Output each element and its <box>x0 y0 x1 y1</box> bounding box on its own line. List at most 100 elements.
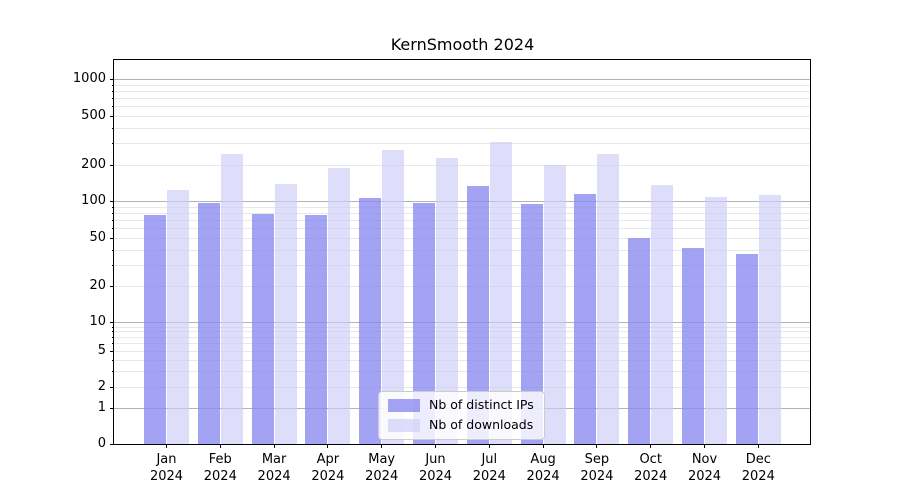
y-tick-label-2: 2 <box>97 379 106 395</box>
bar-nb-of-distinct-ips-aug-2024 <box>520 204 543 444</box>
x-tick-label-jan-2024: Jan 2024 <box>135 451 199 485</box>
x-tick-label-line: Jun <box>425 452 446 467</box>
y-tick-label-0: 0 <box>97 435 106 451</box>
bar-nb-of-downloads-aug-2024 <box>543 164 566 444</box>
y-tick-600 <box>112 106 114 108</box>
y-tick-label-200: 200 <box>81 157 106 172</box>
gridline-6 <box>114 343 810 345</box>
y-tick-800 <box>112 90 114 92</box>
x-tick-label-line: Jul <box>481 452 498 467</box>
y-tick-6 <box>112 343 114 345</box>
x-tick-oct-2024 <box>650 444 652 448</box>
x-tick-label-line: 2024 <box>311 469 345 484</box>
bar-nb-of-distinct-ips-oct-2024 <box>628 237 651 444</box>
x-tick-label-line: 2024 <box>418 469 453 484</box>
gridline-700 <box>114 98 810 99</box>
bar-nb-of-distinct-ips-feb-2024 <box>197 203 220 444</box>
y-tick-3 <box>112 371 114 373</box>
bar-nb-of-downloads-nov-2024 <box>705 197 727 444</box>
y-tick-1 <box>110 408 114 410</box>
x-tick-label-line: 2024 <box>741 469 775 484</box>
y-tick-0 <box>110 443 114 445</box>
x-tick-dec-2024 <box>757 444 759 448</box>
gridline-3 <box>114 371 810 373</box>
x-tick-label-line: Aug <box>530 452 556 467</box>
legend-label-distinct-ips: Nb of distinct IPs <box>429 397 534 412</box>
x-tick-label-line: 2024 <box>365 469 399 484</box>
y-tick-7 <box>112 336 114 338</box>
gridline-300 <box>114 143 810 145</box>
x-tick-label-line: Nov <box>691 452 718 467</box>
x-tick-jan-2024 <box>166 444 167 448</box>
x-tick-label-line: 2024 <box>149 469 184 484</box>
y-tick-label-5: 5 <box>97 342 106 358</box>
bar-nb-of-downloads-jul-2024 <box>489 141 512 444</box>
gridline-7 <box>114 336 810 338</box>
gridline-2 <box>114 387 810 389</box>
y-tick-9 <box>112 326 114 328</box>
y-tick-900 <box>112 84 114 86</box>
x-tick-sep-2024 <box>596 444 598 448</box>
bar-nb-of-distinct-ips-may-2024 <box>359 197 382 444</box>
y-tick-80 <box>112 213 114 214</box>
x-tick-label-line: Jan <box>156 452 177 467</box>
x-tick-label-oct-2024: Oct 2024 <box>619 451 683 485</box>
chart-title: KernSmooth 2024 <box>390 35 535 54</box>
y-tick-2 <box>110 387 114 389</box>
gridline-60 <box>114 228 810 230</box>
y-tick-70 <box>112 220 114 221</box>
y-tick-40 <box>112 249 114 251</box>
legend-label-downloads: Nb of downloads <box>429 417 534 432</box>
x-tick-label-may-2024: May 2024 <box>350 451 414 485</box>
legend-swatch-distinct-ips <box>388 398 420 412</box>
y-tick-200 <box>110 165 114 166</box>
y-tick-label-1000: 1000 <box>72 71 106 86</box>
x-tick-label-jul-2024: Jul 2024 <box>457 451 521 485</box>
bar-nb-of-distinct-ips-jan-2024 <box>144 215 166 444</box>
y-tick-50 <box>110 237 114 239</box>
gridline-5 <box>114 350 810 352</box>
gridline-50 <box>114 237 810 239</box>
y-tick-1000 <box>110 79 114 80</box>
bar-nb-of-distinct-ips-jul-2024 <box>466 185 489 444</box>
gridline-90 <box>114 206 810 208</box>
x-tick-label-line: 2024 <box>634 469 668 484</box>
gridline-200 <box>114 165 810 166</box>
gridline-1000 <box>114 79 810 80</box>
x-tick-mar-2024 <box>273 444 275 448</box>
x-tick-label-line: Sep <box>584 452 610 467</box>
x-tick-label-line: 2024 <box>687 469 722 484</box>
x-tick-nov-2024 <box>704 444 705 448</box>
y-tick-label-1: 1 <box>97 400 106 416</box>
x-tick-apr-2024 <box>327 444 329 448</box>
x-tick-label-aug-2024: Aug 2024 <box>511 451 575 485</box>
x-tick-label-line: 2024 <box>472 469 506 484</box>
x-tick-label-line: 2024 <box>203 469 237 484</box>
x-tick-label-line: Feb <box>208 452 232 467</box>
bar-nb-of-distinct-ips-nov-2024 <box>682 248 704 444</box>
bar-nb-of-distinct-ips-sep-2024 <box>574 194 597 444</box>
gridline-800 <box>114 90 810 92</box>
y-tick-30 <box>112 264 114 266</box>
x-tick-label-line: Apr <box>316 452 340 467</box>
gridline-9 <box>114 326 810 328</box>
gridline-4 <box>114 359 810 361</box>
x-tick-label-apr-2024: Apr 2024 <box>296 451 360 485</box>
x-tick-label-feb-2024: Feb 2024 <box>188 451 252 485</box>
legend-swatch-downloads <box>388 418 420 432</box>
y-tick-300 <box>112 143 114 145</box>
x-tick-may-2024 <box>381 444 383 448</box>
x-tick-jun-2024 <box>435 444 436 448</box>
bar-nb-of-distinct-ips-dec-2024 <box>735 253 758 444</box>
bar-nb-of-downloads-dec-2024 <box>758 194 781 444</box>
y-tick-8 <box>112 331 114 333</box>
gridline-30 <box>114 264 810 266</box>
y-tick-4 <box>112 359 114 361</box>
y-tick-10 <box>110 322 114 324</box>
gridline-8 <box>114 331 810 333</box>
bar-nb-of-downloads-oct-2024 <box>651 185 674 444</box>
y-tick-400 <box>112 127 114 129</box>
x-tick-label-nov-2024: Nov 2024 <box>673 451 737 485</box>
x-tick-feb-2024 <box>219 444 221 448</box>
